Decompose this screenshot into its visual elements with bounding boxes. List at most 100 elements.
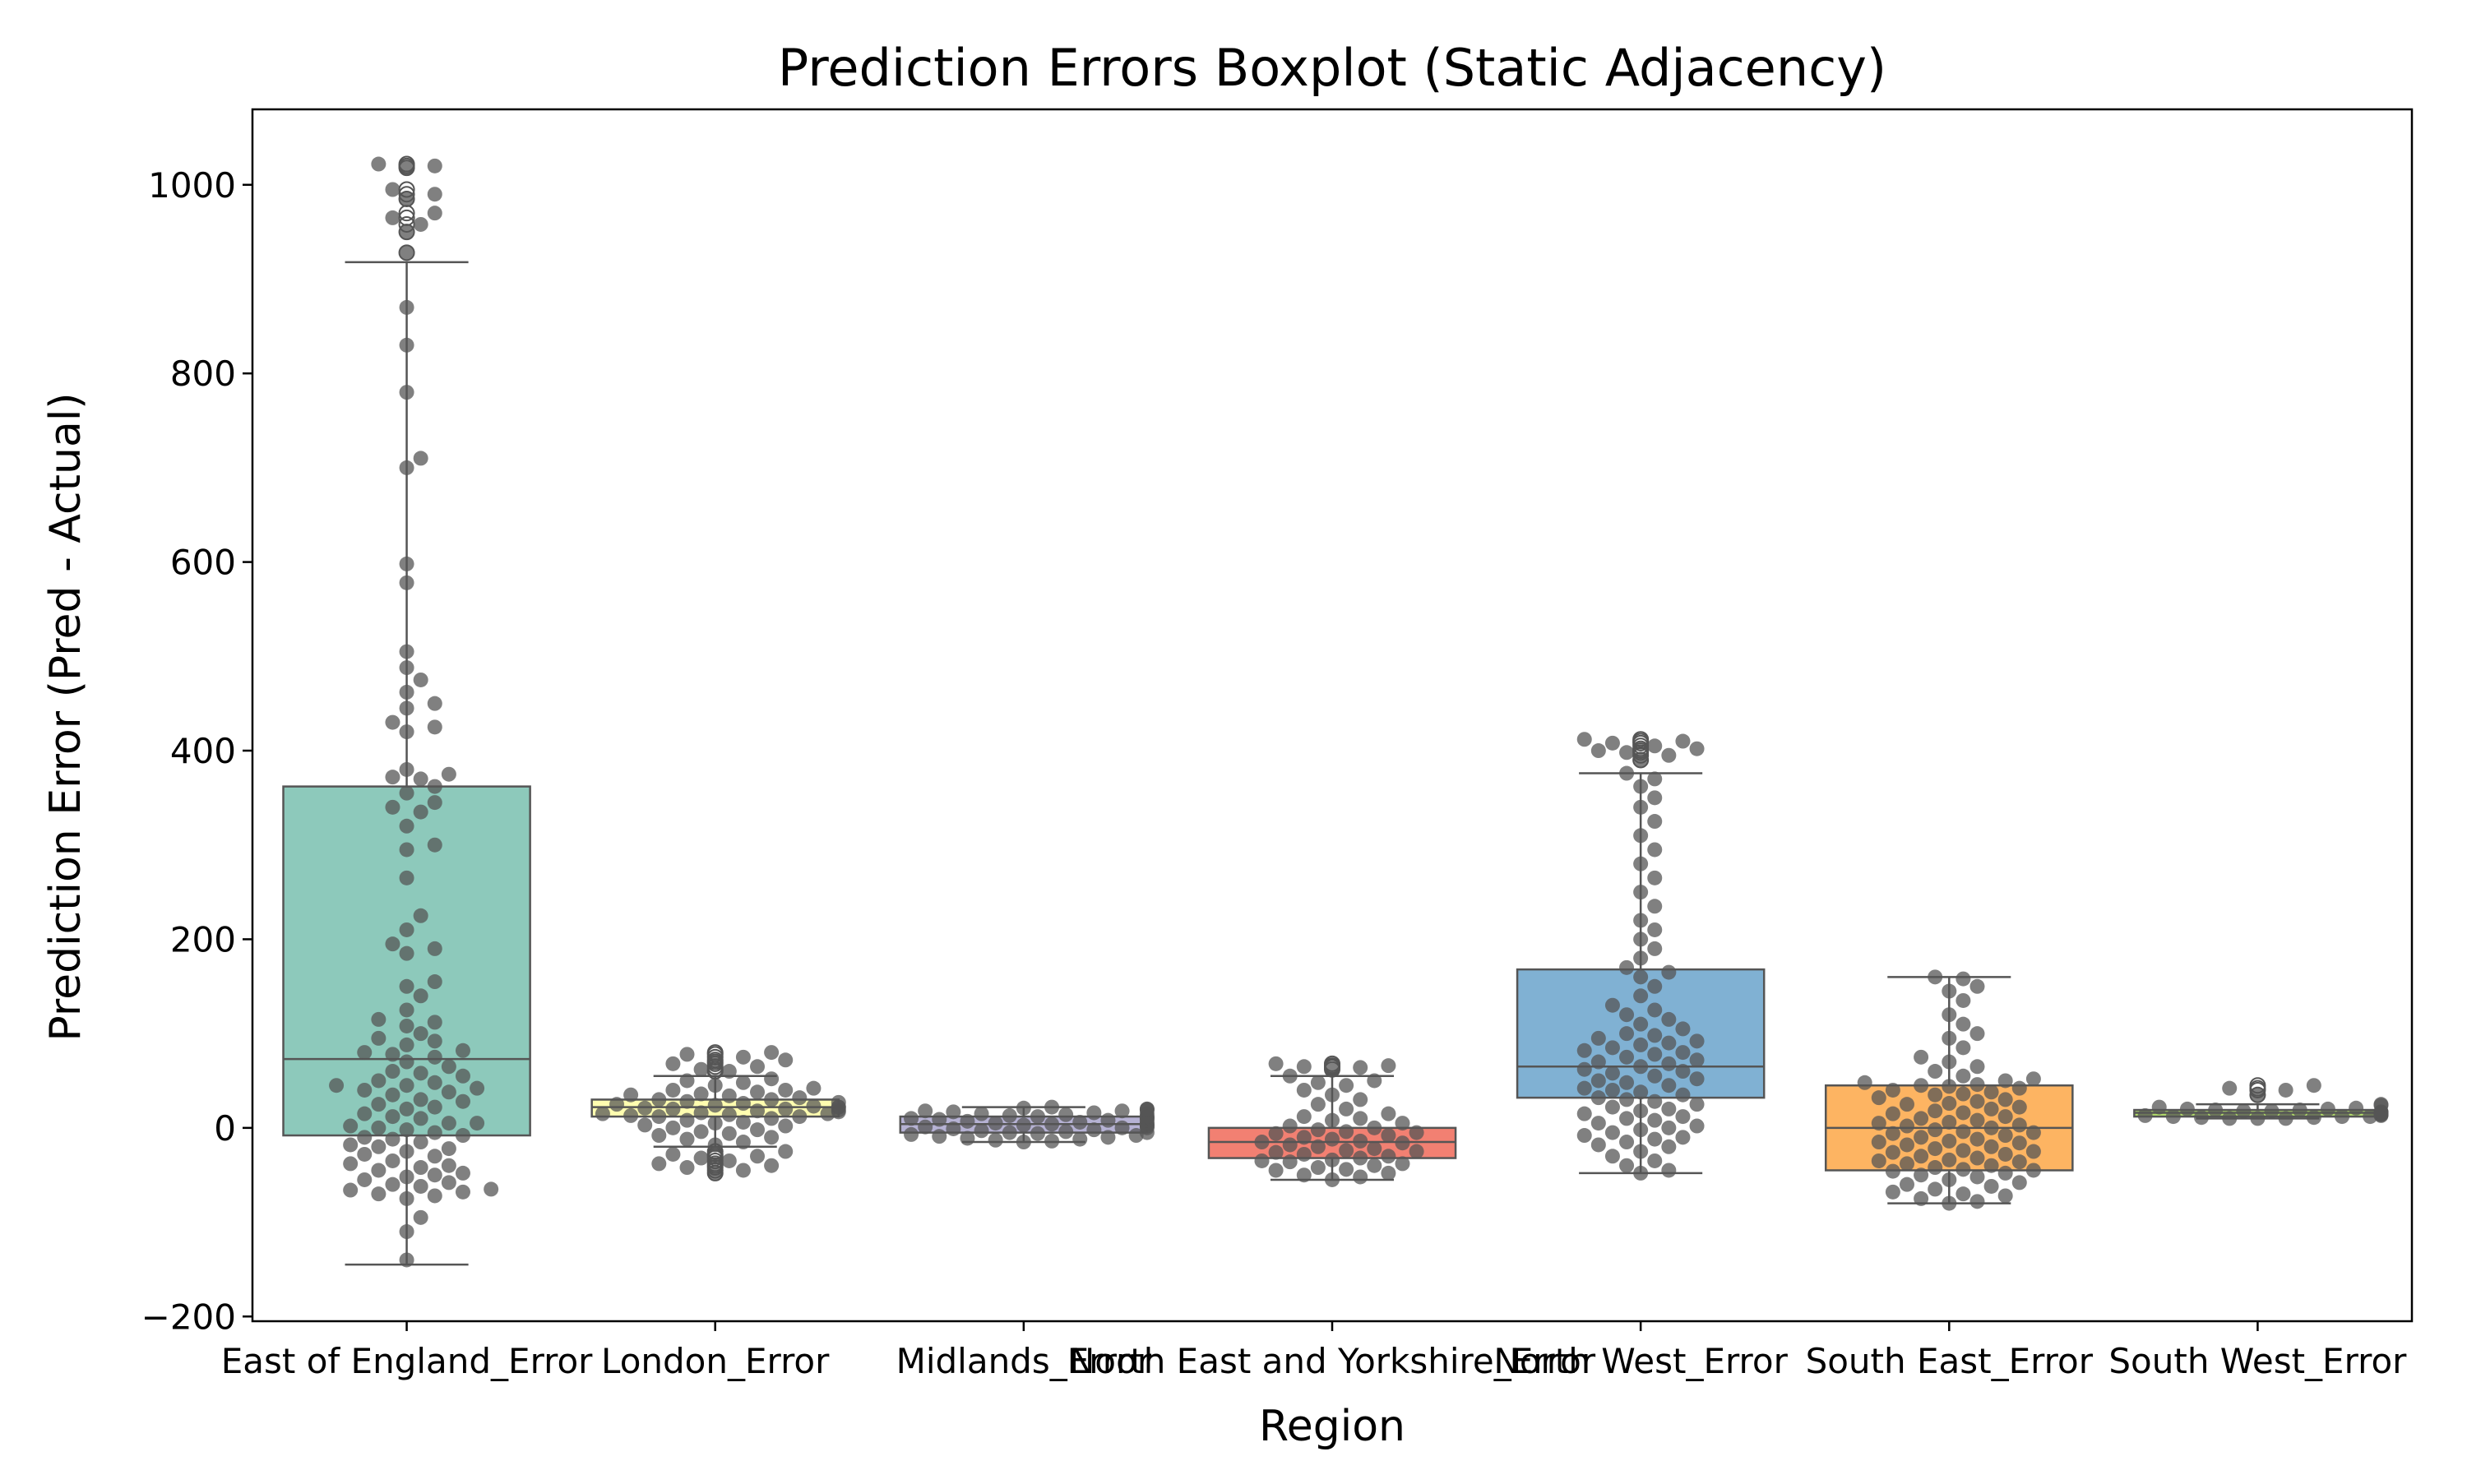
swarm-point [2151, 1099, 2167, 1115]
swarm-point [778, 1101, 794, 1116]
swarm-point [679, 1047, 695, 1062]
swarm-point [2025, 1163, 2041, 1178]
swarm-point [2373, 1097, 2389, 1112]
swarm-point [1409, 1144, 1424, 1159]
swarm-point [707, 1137, 723, 1153]
swarm-point [1590, 1054, 1606, 1070]
swarm-point [764, 1130, 780, 1145]
swarm-point [399, 945, 414, 961]
swarm-point [1604, 1066, 1620, 1081]
swarm-point [1647, 922, 1663, 937]
swarm-point [1619, 1075, 1635, 1090]
swarm-point [371, 1120, 386, 1135]
swarm-point [1619, 1092, 1635, 1107]
swarm-point [357, 1130, 373, 1145]
swarm-point [399, 1054, 414, 1070]
swarm-point [1942, 1054, 1957, 1070]
swarm-point [735, 1096, 751, 1112]
swarm-point [1395, 1135, 1410, 1151]
swarm-point [371, 1030, 386, 1046]
swarm-point [1619, 1049, 1635, 1065]
swarm-point [595, 1106, 610, 1121]
swarm-point [1296, 1082, 1312, 1098]
swarm-point [1689, 1052, 1705, 1068]
swarm-point [1983, 1101, 1999, 1116]
swarm-point [385, 1153, 400, 1168]
swarm-point [1997, 1073, 2013, 1089]
swarm-point [441, 1059, 456, 1075]
swarm-point [385, 1109, 400, 1125]
swarm-point [1296, 1059, 1312, 1075]
swarm-point [2025, 1144, 2041, 1159]
swarm-point [399, 160, 414, 176]
swarm-point [1590, 1090, 1606, 1106]
swarm-point [2011, 1099, 2027, 1115]
swarm-point [750, 1084, 766, 1100]
swarm-point [1633, 1059, 1649, 1075]
swarm-point [357, 1045, 373, 1061]
swarm-point [918, 1119, 933, 1135]
swarm-point [721, 1088, 737, 1103]
swarm-point [1072, 1114, 1088, 1130]
swarm-point [1914, 1167, 1929, 1183]
swarm-point [1633, 779, 1649, 794]
swarm-point [1942, 1114, 1957, 1130]
swarm-point [413, 1135, 428, 1150]
swarm-point [1969, 1194, 1985, 1209]
swarm-point [413, 988, 428, 1004]
swarm-point [1619, 1007, 1635, 1023]
swarm-point [932, 1129, 947, 1144]
swarm-point [1590, 1073, 1606, 1089]
swarm-point [2335, 1109, 2350, 1125]
swarm-point [1633, 1037, 1649, 1052]
swarm-point [1899, 1097, 1914, 1112]
swarm-point [1339, 1101, 1354, 1116]
swarm-point [371, 1186, 386, 1202]
swarm-point [1296, 1109, 1312, 1125]
swarm-point [399, 684, 414, 700]
swarm-point [1997, 1128, 2013, 1144]
swarm-point [1619, 1135, 1635, 1150]
swarm-point [651, 1092, 667, 1107]
swarm-point [1339, 1078, 1354, 1093]
swarm-point [1310, 1122, 1326, 1138]
swarm-point [1086, 1105, 1102, 1121]
swarm-point [455, 1184, 470, 1200]
swarm-point [1914, 1049, 1929, 1065]
swarm-point [399, 1002, 414, 1018]
swarm-point [637, 1100, 653, 1116]
swarm-point [427, 779, 442, 794]
swarm-point [399, 224, 414, 240]
swarm-point [2165, 1109, 2181, 1125]
swarm-point [665, 1146, 681, 1162]
swarm-point [735, 1075, 751, 1090]
swarm-point [1633, 1084, 1649, 1100]
swarm-point [1661, 1120, 1677, 1135]
swarm-point [1367, 1073, 1382, 1089]
swarm-point [470, 1080, 485, 1096]
swarm-point [1339, 1124, 1354, 1140]
swarm-point [413, 1026, 428, 1042]
swarm-point [399, 1224, 414, 1240]
swarm-point [455, 1093, 470, 1109]
swarm-point [1928, 1122, 1943, 1138]
swarm-point [413, 771, 428, 787]
swarm-point [1044, 1133, 1060, 1149]
swarm-point [1381, 1058, 1396, 1074]
swarm-point [371, 1139, 386, 1154]
swarm-point [385, 1177, 400, 1192]
swarm-point [1647, 1068, 1663, 1084]
swarm-point [778, 1144, 794, 1159]
swarm-point [721, 1107, 737, 1122]
swarm-point [1914, 1130, 1929, 1145]
y-tick-label: 600 [170, 543, 236, 583]
swarm-point [427, 1167, 442, 1183]
swarm-point [707, 1116, 723, 1131]
y-tick-label: 0 [214, 1108, 236, 1149]
swarm-point [1604, 735, 1620, 751]
swarm-point [2011, 1117, 2027, 1133]
swarm-point [1633, 752, 1649, 768]
swarm-point [1282, 1068, 1298, 1084]
swarm-point [399, 785, 414, 801]
swarm-point [1675, 1087, 1691, 1103]
